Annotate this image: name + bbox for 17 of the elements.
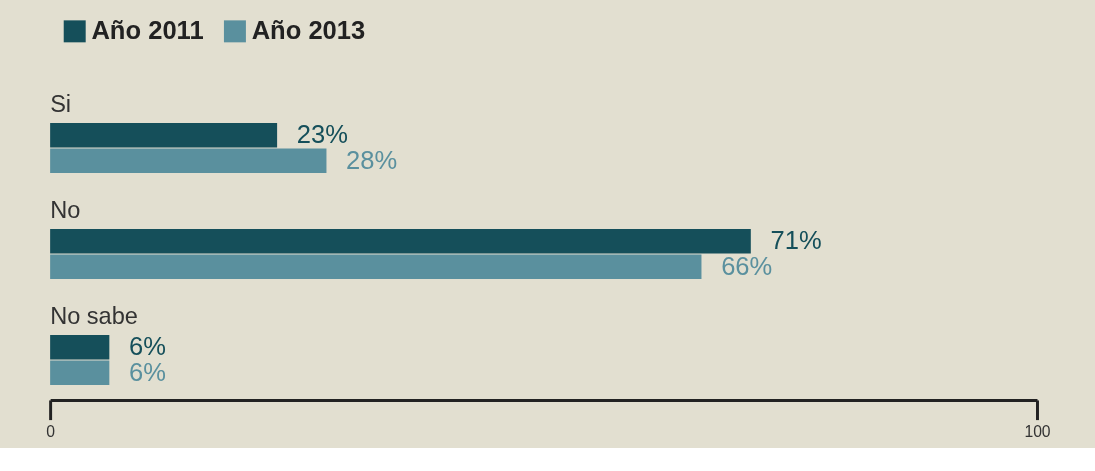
- bar: [50, 229, 751, 254]
- data-label: 23%: [296, 120, 348, 149]
- legend-label: Año 2011: [91, 16, 204, 45]
- x-tick-label: 0: [46, 422, 56, 440]
- y-tick-label: No: [50, 196, 81, 223]
- data-label: 66%: [721, 251, 773, 280]
- x-tick-label: 100: [1024, 422, 1051, 440]
- bar: [50, 335, 110, 360]
- y-tick-label: Si: [50, 90, 72, 117]
- y-tick-label: No sabe: [50, 302, 138, 329]
- bar: [50, 360, 110, 385]
- legend-label: Año 2013: [251, 16, 366, 45]
- bar: [50, 123, 278, 148]
- bar: [50, 254, 702, 279]
- data-label: 28%: [346, 145, 398, 174]
- bar: [50, 148, 327, 173]
- data-label: 71%: [770, 226, 822, 255]
